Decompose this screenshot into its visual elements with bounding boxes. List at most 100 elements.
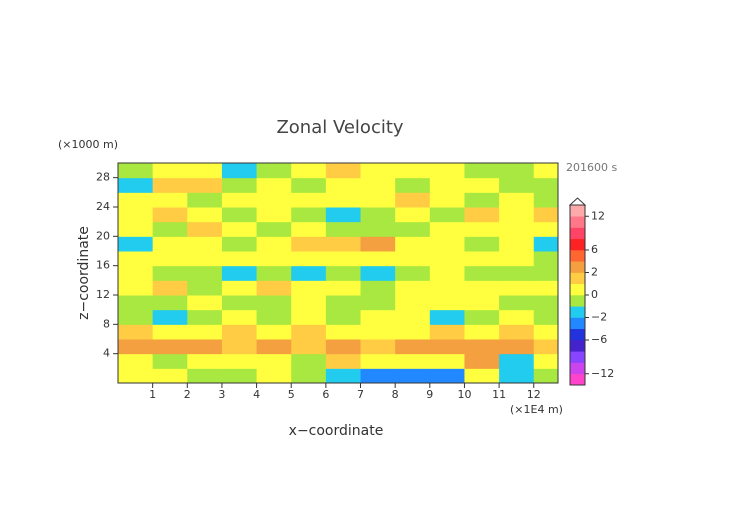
y-tick-label: 4 (103, 347, 110, 360)
contour-cell (221, 236, 258, 252)
contour-cell (291, 236, 327, 252)
contour-cell (464, 207, 500, 223)
contour-cell (533, 265, 558, 281)
x-tick-label: 2 (184, 388, 191, 401)
contour-cell (533, 309, 558, 325)
contour-cell (152, 177, 188, 193)
contour-cell (256, 192, 292, 208)
contour-cell (291, 207, 327, 223)
contour-cell (429, 177, 465, 193)
contour-cell (187, 251, 223, 267)
x-tick-label: 11 (492, 388, 506, 401)
contour-cell (187, 163, 223, 179)
contour-cell (429, 368, 465, 383)
contour-cell (499, 207, 535, 223)
contour-cell (291, 353, 327, 369)
y-unit: (×1000 m) (58, 138, 118, 151)
contour-field (118, 163, 558, 383)
contour-cell (464, 177, 500, 193)
contour-cell (221, 192, 258, 208)
contour-cell (499, 353, 535, 369)
contour-cell (533, 368, 558, 383)
contour-cell (152, 221, 188, 237)
contour-cell (464, 295, 500, 311)
contour-cell (464, 265, 500, 281)
colorbar-band (570, 250, 585, 262)
contour-cell (256, 251, 292, 267)
contour-cell (325, 295, 362, 311)
contour-cell (325, 192, 362, 208)
colorbar-band (570, 306, 585, 318)
contour-cell (395, 221, 431, 237)
contour-cell (395, 309, 431, 325)
contour-cell (221, 280, 258, 296)
colorbar-band (570, 238, 585, 251)
contour-cell (429, 207, 465, 223)
contour-cell (187, 207, 223, 223)
contour-cell (533, 192, 558, 208)
contour-cell (533, 339, 558, 355)
contour-cell (291, 192, 327, 208)
contour-cell (221, 207, 258, 223)
contour-cell (221, 295, 258, 311)
x-tick-label: 8 (392, 388, 399, 401)
contour-cell (533, 177, 558, 193)
contour-cell (221, 177, 258, 193)
contour-cell (291, 339, 327, 355)
contour-cell (395, 251, 431, 267)
contour-cell (325, 177, 362, 193)
contour-cell (152, 309, 188, 325)
contour-cell (499, 309, 535, 325)
colorbar-band (570, 216, 585, 228)
contour-cell (187, 368, 223, 383)
contour-cell (291, 324, 327, 340)
contour-cell (187, 265, 223, 281)
contour-cell (152, 192, 188, 208)
x-tick-label: 10 (457, 388, 471, 401)
contour-cell (152, 251, 188, 267)
contour-cell (152, 265, 188, 281)
x-tick-label: 6 (322, 388, 329, 401)
colorbar-tick-label: 0 (591, 288, 598, 301)
contour-cell (221, 221, 258, 237)
contour-cell (360, 177, 396, 193)
y-tick-label: 28 (96, 171, 110, 184)
time-label: 201600 s (566, 161, 617, 174)
contour-cell (291, 309, 327, 325)
plot-frame (117, 162, 559, 384)
contour-cell (325, 251, 362, 267)
contour-cell (325, 221, 362, 237)
contour-cell (187, 324, 223, 340)
contour-cell (118, 207, 154, 223)
contour-cell (187, 177, 223, 193)
contour-cell (360, 324, 396, 340)
colorbar-band (570, 272, 585, 285)
contour-cell (429, 295, 465, 311)
contour-cell (256, 324, 292, 340)
y-tick-label: 12 (96, 288, 110, 301)
contour-cell (395, 177, 431, 193)
contour-cell (533, 353, 558, 369)
contour-cell (499, 280, 535, 296)
contour-cell (118, 368, 154, 383)
contour-cell (256, 368, 292, 383)
contour-cell (499, 251, 535, 267)
contour-cell (118, 280, 154, 296)
contour-cell (187, 309, 223, 325)
contour-cell (429, 280, 465, 296)
contour-cell (256, 221, 292, 237)
contour-cell (395, 353, 431, 369)
contour-cell (464, 368, 500, 383)
contour-cell (464, 309, 500, 325)
contour-cell (291, 163, 327, 179)
contour-cell (152, 339, 188, 355)
colorbar-tick-label: 12 (591, 209, 605, 222)
contour-cell (429, 265, 465, 281)
contour-cell (395, 324, 431, 340)
contour-cell (464, 221, 500, 237)
contour-cell (499, 368, 535, 383)
contour-cell (499, 295, 535, 311)
contour-cell (256, 177, 292, 193)
contour-cell (464, 280, 500, 296)
